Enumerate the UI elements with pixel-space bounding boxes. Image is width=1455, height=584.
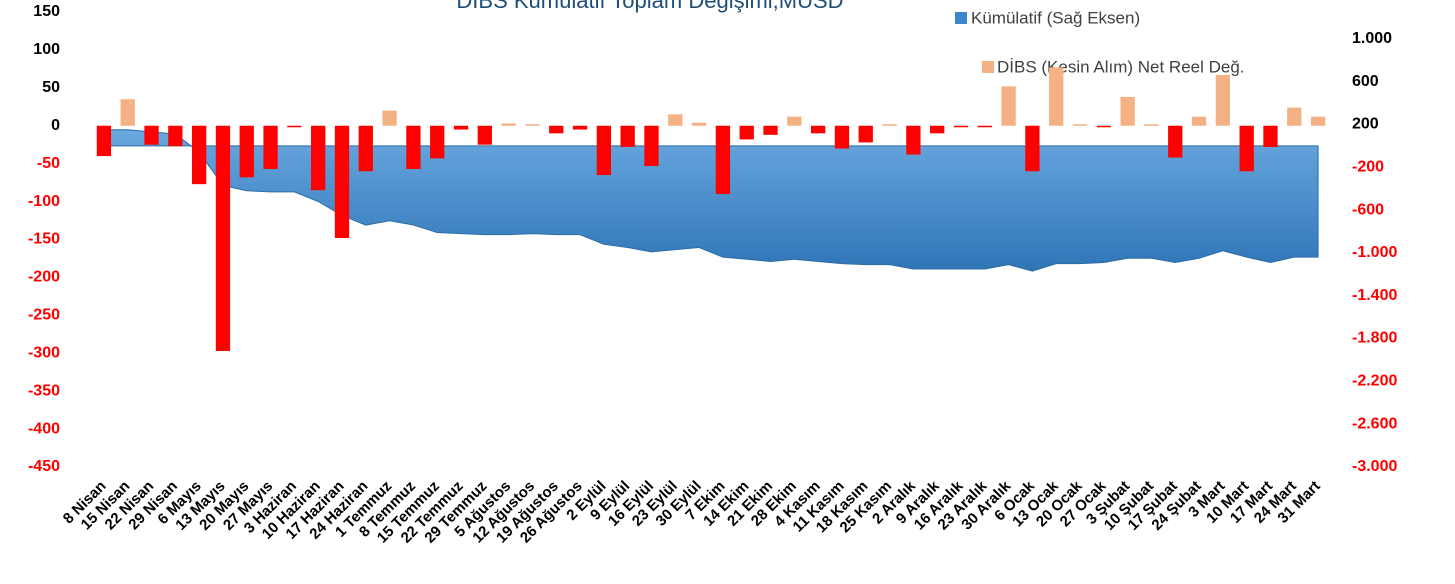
bar <box>1025 125 1040 172</box>
bar <box>215 125 231 351</box>
bar <box>1096 125 1111 128</box>
bar <box>882 124 897 126</box>
bar <box>1263 125 1278 147</box>
bar <box>430 125 445 159</box>
bar <box>477 125 492 145</box>
y-tick-label: -300 <box>28 344 60 361</box>
bar <box>1168 125 1183 158</box>
bar <box>1310 116 1326 126</box>
bar <box>906 125 921 155</box>
chart-title: DİBS Kümülatif Toplam Değişimi,MUSD <box>456 0 843 13</box>
bar <box>1120 96 1135 126</box>
bar <box>358 125 373 172</box>
bar <box>596 125 612 176</box>
y-tick-label: -200 <box>28 269 60 286</box>
bar <box>525 124 540 126</box>
y-tick-label: -350 <box>28 382 60 399</box>
bar <box>144 125 159 145</box>
legend-swatch <box>955 12 967 24</box>
bar <box>168 125 183 147</box>
bar <box>763 125 778 135</box>
bar <box>1191 116 1207 126</box>
bar <box>406 125 421 169</box>
y-tick-label: 150 <box>33 3 60 20</box>
y2-tick-label: -3.000 <box>1352 458 1397 475</box>
bar <box>572 125 588 130</box>
bar <box>620 125 635 147</box>
y2-tick-label: -1.000 <box>1352 244 1397 261</box>
bar <box>334 125 350 238</box>
y2-tick-label: -1.800 <box>1352 330 1397 347</box>
bar <box>1287 107 1302 126</box>
y-tick-label: 100 <box>33 41 60 58</box>
bar <box>120 99 135 126</box>
legend-label: DİBS (Kesin Alım) Net Reel Değ. <box>997 57 1245 76</box>
bar <box>834 125 850 149</box>
bar <box>453 125 469 130</box>
y2-tick-label: 600 <box>1352 73 1379 90</box>
bar <box>668 114 683 126</box>
bar <box>549 125 564 134</box>
bar <box>644 125 659 166</box>
y2-tick-label: -1.400 <box>1352 287 1397 304</box>
bar <box>287 125 302 128</box>
bar <box>311 125 326 191</box>
bar <box>1239 125 1254 172</box>
legend-swatch <box>982 61 994 73</box>
y2-tick-label: -200 <box>1352 158 1384 175</box>
legend-label: Kümülatif (Sağ Eksen) <box>971 8 1140 27</box>
bar <box>1049 67 1064 126</box>
bar <box>858 125 873 143</box>
bar <box>239 125 254 178</box>
bar <box>96 125 112 157</box>
y2-tick-label: 200 <box>1352 116 1379 133</box>
bar <box>953 125 969 128</box>
y2-tick-label: -600 <box>1352 201 1384 218</box>
bar <box>691 122 707 126</box>
y-tick-label: -100 <box>28 193 60 210</box>
bar <box>810 125 826 134</box>
y-tick-label: -150 <box>28 231 60 248</box>
bar <box>739 125 754 140</box>
bar <box>1001 86 1016 126</box>
bar <box>787 116 802 126</box>
y2-tick-label: -2.200 <box>1352 373 1397 390</box>
bar <box>1215 74 1231 126</box>
bar <box>1072 124 1088 126</box>
bar <box>1144 124 1159 126</box>
y-tick-label: 50 <box>42 79 60 96</box>
bar <box>501 123 516 126</box>
y-tick-label: -250 <box>28 307 60 324</box>
y2-tick-label: -2.600 <box>1352 415 1397 432</box>
y-tick-label: 0 <box>51 117 60 134</box>
y2-tick-label: 1.000 <box>1352 30 1392 47</box>
y-tick-label: -450 <box>28 458 60 475</box>
y-tick-label: -400 <box>28 420 60 437</box>
bar <box>977 125 992 128</box>
bar <box>715 125 731 194</box>
bar <box>382 110 397 126</box>
area <box>103 129 1319 272</box>
y-tick-label: -50 <box>37 155 60 172</box>
bar <box>930 125 945 134</box>
bar <box>191 125 207 185</box>
bar <box>263 125 278 169</box>
